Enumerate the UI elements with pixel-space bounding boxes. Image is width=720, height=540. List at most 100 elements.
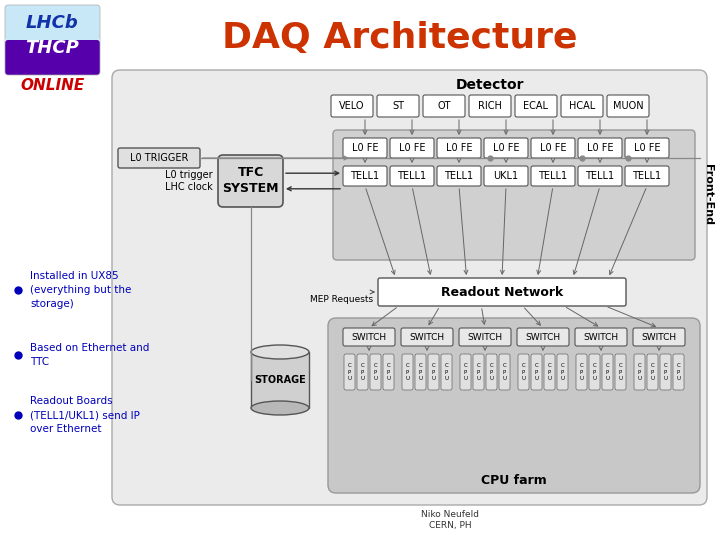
Text: L0 FE: L0 FE [492,143,519,153]
Text: RICH: RICH [478,101,502,111]
Text: C
P
U: C P U [580,363,583,381]
FancyBboxPatch shape [517,328,569,346]
FancyBboxPatch shape [333,130,695,260]
FancyBboxPatch shape [5,40,100,75]
Text: SWITCH: SWITCH [526,333,561,341]
FancyBboxPatch shape [428,354,439,390]
Text: TELL1: TELL1 [397,171,426,181]
Text: ECAL: ECAL [523,101,549,111]
Text: Readout Network: Readout Network [441,286,563,299]
FancyBboxPatch shape [383,354,394,390]
Text: TELL1: TELL1 [444,171,474,181]
Text: C
P
U: C P U [534,363,539,381]
FancyBboxPatch shape [518,354,529,390]
Text: C
P
U: C P U [464,363,467,381]
FancyBboxPatch shape [357,354,368,390]
Text: L0 FE: L0 FE [446,143,472,153]
Text: ONLINE: ONLINE [20,78,85,92]
Text: Detector: Detector [456,78,524,92]
Text: C
P
U: C P U [677,363,680,381]
FancyBboxPatch shape [607,95,649,117]
Text: C
P
U: C P U [477,363,480,381]
FancyBboxPatch shape [402,354,413,390]
Text: VELO: VELO [339,101,365,111]
Text: L0 FE: L0 FE [352,143,378,153]
Text: THCP: THCP [26,39,79,57]
Text: HCAL: HCAL [569,101,595,111]
Text: L0 FE: L0 FE [587,143,613,153]
Text: L0 trigger
LHC clock: L0 trigger LHC clock [166,170,213,192]
Text: CPU farm: CPU farm [481,475,547,488]
Text: C
P
U: C P U [606,363,610,381]
Text: TFC
SYSTEM: TFC SYSTEM [222,166,279,195]
Text: C
P
U: C P U [387,363,390,381]
Text: TELL1: TELL1 [632,171,662,181]
FancyBboxPatch shape [634,354,645,390]
Text: C
P
U: C P U [490,363,493,381]
Text: C
P
U: C P U [503,363,506,381]
Ellipse shape [251,401,309,415]
Text: SWITCH: SWITCH [351,333,387,341]
Text: Readout Boards
(TELL1/UKL1) send IP
over Ethernet: Readout Boards (TELL1/UKL1) send IP over… [30,396,140,434]
FancyBboxPatch shape [660,354,671,390]
FancyBboxPatch shape [390,138,434,158]
FancyBboxPatch shape [557,354,568,390]
FancyBboxPatch shape [473,354,484,390]
FancyBboxPatch shape [544,354,555,390]
Text: Based on Ethernet and
TTC: Based on Ethernet and TTC [30,343,149,367]
FancyBboxPatch shape [484,138,528,158]
Text: LHCb: LHCb [26,14,79,31]
FancyBboxPatch shape [390,166,434,186]
Text: TELL1: TELL1 [351,171,379,181]
Text: Niko Neufeld
CERN, PH: Niko Neufeld CERN, PH [421,510,479,530]
Text: L0 TRIGGER: L0 TRIGGER [130,153,188,163]
FancyBboxPatch shape [5,5,100,40]
FancyBboxPatch shape [531,166,575,186]
FancyBboxPatch shape [118,148,200,168]
FancyBboxPatch shape [343,138,387,158]
Text: OT: OT [437,101,451,111]
Text: C
P
U: C P U [431,363,436,381]
FancyBboxPatch shape [378,278,626,306]
Text: C
P
U: C P U [547,363,552,381]
FancyBboxPatch shape [531,138,575,158]
FancyBboxPatch shape [331,95,373,117]
Text: Installed in UX85
(everything but the
storage): Installed in UX85 (everything but the st… [30,271,131,309]
Text: C
P
U: C P U [405,363,410,381]
FancyBboxPatch shape [575,328,627,346]
Text: SWITCH: SWITCH [467,333,503,341]
Text: SWITCH: SWITCH [410,333,444,341]
Text: C
P
U: C P U [560,363,564,381]
Text: MUON: MUON [613,101,643,111]
FancyBboxPatch shape [218,155,283,207]
FancyBboxPatch shape [589,354,600,390]
FancyBboxPatch shape [112,70,707,505]
FancyBboxPatch shape [423,95,465,117]
Text: C
P
U: C P U [361,363,364,381]
FancyBboxPatch shape [377,95,419,117]
Text: C
P
U: C P U [418,363,423,381]
Text: UKL1: UKL1 [493,171,518,181]
Text: Front-End: Front-End [703,165,713,226]
Text: C
P
U: C P U [593,363,596,381]
FancyBboxPatch shape [370,354,381,390]
FancyBboxPatch shape [415,354,426,390]
Text: ST: ST [392,101,404,111]
Text: TELL1: TELL1 [539,171,567,181]
Text: SWITCH: SWITCH [583,333,618,341]
FancyBboxPatch shape [578,138,622,158]
Text: C
P
U: C P U [650,363,654,381]
Ellipse shape [251,345,309,359]
FancyBboxPatch shape [343,328,395,346]
Text: DAQ Architecture: DAQ Architecture [222,21,577,55]
FancyBboxPatch shape [515,95,557,117]
Text: C
P
U: C P U [521,363,526,381]
Text: TELL1: TELL1 [585,171,615,181]
FancyBboxPatch shape [459,328,511,346]
Text: L0 FE: L0 FE [399,143,426,153]
FancyBboxPatch shape [625,138,669,158]
FancyBboxPatch shape [578,166,622,186]
FancyBboxPatch shape [531,354,542,390]
FancyBboxPatch shape [499,354,510,390]
Text: L0 FE: L0 FE [634,143,660,153]
